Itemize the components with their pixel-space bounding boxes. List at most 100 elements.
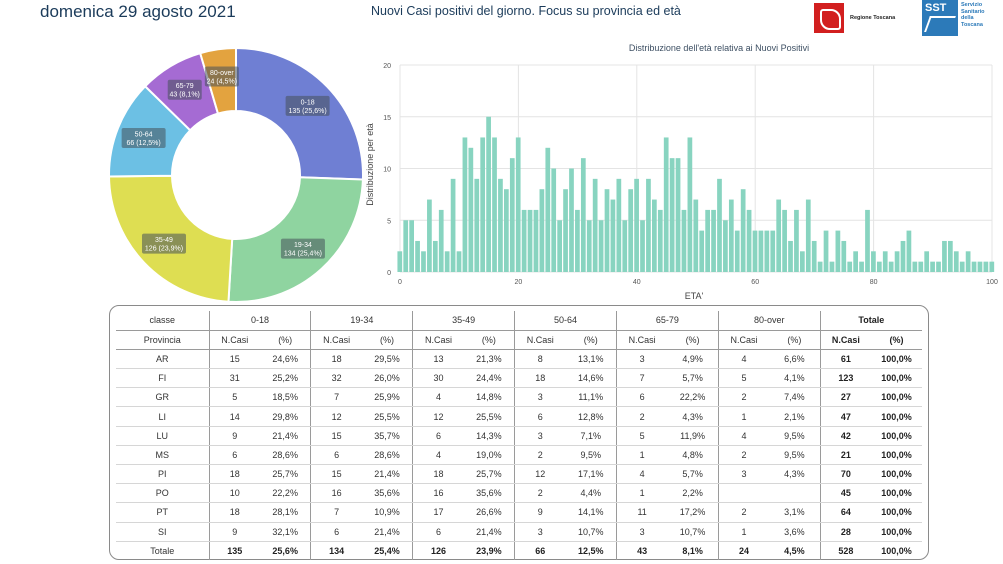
ncasi-cell: 2: [514, 445, 566, 466]
histogram-bar: [675, 158, 681, 272]
pct-cell: [769, 483, 821, 504]
histogram-bar: [468, 147, 474, 272]
pct-cell: 10,9%: [361, 502, 413, 523]
header-group: 80-over: [717, 311, 821, 331]
pct-cell: 4,3%: [769, 464, 821, 485]
histogram-bar: [575, 209, 580, 272]
pct-cell: 23,9%: [476, 546, 502, 557]
ncasi-cell: 16: [310, 483, 362, 504]
ncasi-cell: 1: [717, 522, 770, 542]
histogram-bar: [711, 209, 716, 272]
ncasi-cell: 18: [412, 464, 464, 485]
histogram-bar: [924, 251, 930, 272]
ncasi-cell: 135: [208, 541, 260, 561]
histogram-bar: [740, 189, 746, 272]
ncasi-cell: 15: [310, 426, 362, 446]
ncasi-cell: 16: [412, 483, 464, 504]
table-row: MS 6 28,6% 6 28,6% 4 19,0% 2 9,5% 1 4,8% 2 9,5% 21 100…: [116, 445, 922, 466]
pct-cell: 25,9%: [361, 387, 413, 408]
ncasi-cell: 30: [412, 368, 464, 389]
ncasi-cell: 12: [514, 464, 566, 485]
total-label-cell: Totale: [150, 546, 175, 557]
province-cell: FI: [116, 368, 210, 389]
histogram-bar: [882, 251, 888, 272]
header-group: 35-49: [412, 311, 515, 331]
pct-cell: 28,6%: [259, 445, 311, 466]
histogram-bar: [794, 209, 799, 272]
ncasi-cell: 3: [615, 349, 668, 370]
pct-cell: 10,7%: [667, 522, 719, 542]
histogram-bar: [948, 240, 953, 272]
histogram-bar: [432, 240, 438, 272]
header-ncasi: N.Casi: [208, 330, 260, 350]
pct-cell: 4,8%: [667, 445, 719, 466]
histogram-bar: [782, 209, 787, 272]
svg-text:43 (8,1%): 43 (8,1%): [170, 92, 200, 99]
ncasi-cell: 6: [412, 522, 464, 542]
svg-text:50-64: 50-64: [135, 132, 153, 139]
histogram-bar: [894, 251, 900, 272]
total-pct-cell: 100,0%: [871, 502, 922, 523]
ncasi-cell: 4: [615, 464, 668, 485]
header-pct: (%): [667, 330, 719, 350]
histogram-bar: [640, 220, 645, 272]
histogram-bar: [764, 230, 770, 272]
pct-cell: 25,5%: [463, 406, 515, 427]
histogram-bar: [853, 251, 858, 272]
pct-cell: 21,4%: [361, 522, 413, 542]
pct-cell: 4,1%: [769, 368, 821, 389]
ncasi-cell: 4: [717, 426, 770, 446]
total-ncasi-cell: 70: [819, 464, 872, 485]
histogram-bar: [580, 158, 586, 272]
ncasi-cell: 1: [615, 445, 668, 466]
histogram-bar: [835, 230, 841, 272]
histogram-bar: [900, 240, 906, 272]
histogram-bar: [912, 261, 918, 272]
header-group: 65-79: [615, 311, 719, 331]
header-provincia: Provincia: [116, 330, 210, 350]
ncasi-cell: 13: [412, 349, 464, 370]
pct-cell: 4,3%: [667, 406, 719, 427]
histogram-bar: [942, 240, 947, 272]
ncasi-cell: 6: [208, 445, 260, 466]
pct-cell: 25,6%: [272, 546, 298, 557]
svg-text:66 (12,5%): 66 (12,5%): [127, 140, 161, 147]
ncasi-cell: 4: [717, 349, 770, 370]
histogram-bar: [509, 158, 515, 272]
histogram-bar: [823, 230, 829, 272]
histogram-bar: [817, 261, 823, 272]
total-ncasi-cell: 123: [819, 368, 872, 389]
histogram-bar: [728, 199, 734, 272]
histogram-bar: [604, 189, 610, 272]
table-row: LU 9 21,4% 15 35,7% 6 14,3% 3 7,1% 5 11,9% 4 9,5% 42 1…: [116, 426, 922, 446]
histogram-bar: [569, 168, 574, 272]
ncasi-cell: 11: [615, 502, 668, 523]
table-row: LI 14 29,8% 12 25,5% 12 25,5% 6 12,8% 2 4,3% 1 2,1% 4…: [116, 406, 922, 427]
province-cell: MS: [116, 445, 210, 466]
pct-cell: 29,5%: [361, 349, 413, 370]
pegasus-icon: [814, 3, 844, 33]
pct-cell: 10,7%: [565, 522, 617, 542]
ncasi-cell: 6: [615, 387, 668, 408]
table-row: PI 18 25,7% 15 21,4% 18 25,7% 12 17,1% 4 5,7% 3 4,3%…: [116, 464, 922, 485]
header-pct: (%): [259, 330, 311, 350]
histogram-bar: [859, 261, 864, 272]
pct-cell: 7,4%: [769, 387, 821, 408]
ncasi-cell: 4: [412, 445, 464, 466]
table-row: FI 31 25,2% 32 26,0% 30 24,4% 18 14,6% 7 5,7% 5 4,1%…: [116, 368, 922, 389]
histogram-bar: [734, 230, 740, 272]
histogram-bar: [616, 178, 622, 272]
x-tick-label: 40: [633, 279, 641, 286]
ncasi-cell: 1: [717, 406, 770, 427]
histogram-bar: [847, 261, 853, 272]
histogram-bar: [533, 209, 539, 272]
histogram-bar: [876, 261, 882, 272]
total-ncasi-cell: 42: [819, 426, 872, 446]
histogram-bar: [989, 261, 995, 272]
age-histogram-chart: Distribuzione dell'età relativa ai Nuovi…: [365, 43, 998, 300]
histogram-bar: [545, 147, 551, 272]
pct-cell: 2,2%: [667, 483, 719, 504]
pct-cell: 18,5%: [259, 387, 311, 408]
ncasi-cell: 1: [615, 483, 668, 504]
ncasi-cell: 6: [310, 522, 362, 542]
